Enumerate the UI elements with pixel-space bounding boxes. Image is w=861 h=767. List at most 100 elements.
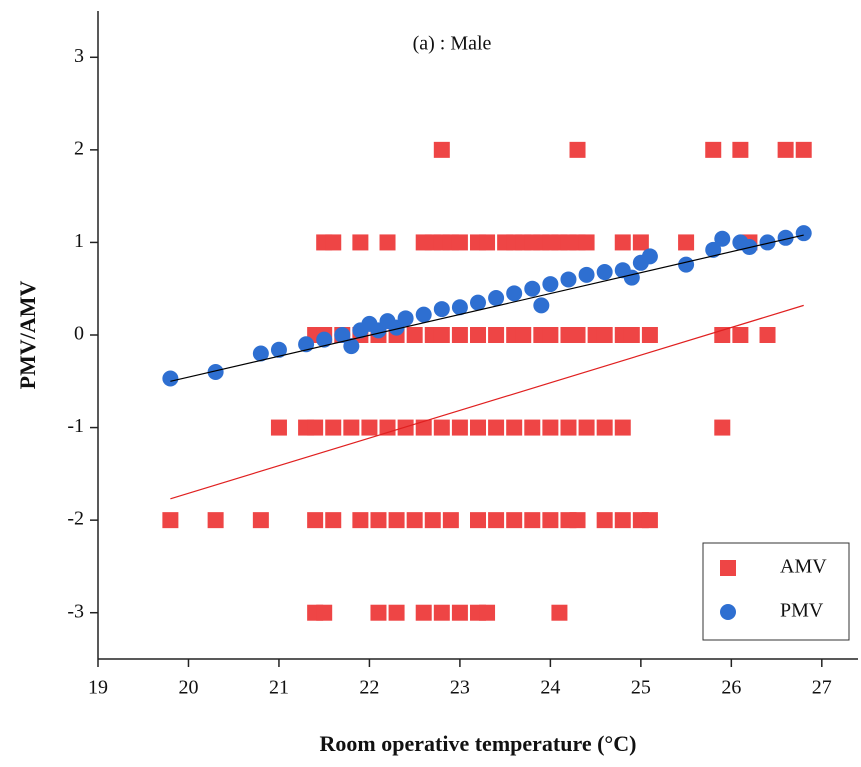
square-marker	[732, 327, 749, 343]
x-tick-label: 20	[178, 677, 198, 699]
circle-marker	[714, 230, 731, 247]
circle-marker	[488, 289, 505, 306]
circle-marker	[795, 225, 812, 242]
square-marker	[451, 327, 468, 343]
circle-marker	[578, 266, 595, 283]
y-tick-label: -1	[67, 415, 84, 437]
square-marker	[488, 327, 505, 343]
square-marker	[451, 419, 468, 436]
circle-marker	[334, 327, 351, 343]
square-marker	[795, 141, 812, 158]
circle-marker	[533, 297, 550, 314]
square-marker	[542, 512, 559, 529]
square-marker	[569, 512, 586, 529]
circle-marker	[641, 248, 658, 265]
legend-label: AMV	[780, 556, 827, 578]
square-marker	[433, 141, 450, 158]
legend-marker	[720, 560, 736, 576]
x-tick-label: 27	[812, 677, 832, 699]
square-marker	[759, 327, 776, 343]
square-marker	[451, 604, 468, 621]
square-marker	[524, 419, 541, 436]
square-marker	[325, 234, 342, 251]
circle-marker	[298, 336, 315, 353]
circle-marker	[560, 271, 577, 288]
x-tick-label: 26	[721, 677, 741, 699]
square-marker	[370, 512, 387, 529]
square-marker	[415, 419, 432, 436]
y-axis-title: PMV/AMV	[15, 281, 40, 390]
circle-marker	[207, 364, 224, 381]
square-marker	[714, 419, 731, 436]
square-marker	[560, 419, 577, 436]
square-marker	[433, 419, 450, 436]
square-marker	[415, 604, 432, 621]
square-marker	[596, 512, 613, 529]
circle-marker	[162, 370, 179, 387]
square-marker	[732, 141, 749, 158]
circle-marker	[252, 345, 269, 362]
square-marker	[614, 512, 631, 529]
square-marker	[352, 512, 369, 529]
circle-marker	[705, 241, 722, 258]
circle-marker	[777, 229, 794, 246]
trend-line	[170, 234, 804, 382]
square-marker	[470, 419, 486, 436]
square-marker	[578, 419, 595, 436]
square-marker	[506, 512, 523, 529]
circle-marker	[343, 338, 360, 355]
square-marker	[379, 234, 396, 251]
square-marker	[352, 234, 369, 251]
y-tick-label: -2	[67, 508, 84, 530]
square-marker	[596, 327, 613, 343]
square-marker	[424, 512, 441, 529]
square-marker	[470, 512, 486, 529]
square-marker	[488, 419, 505, 436]
y-tick-label: 1	[74, 230, 84, 252]
square-marker	[162, 512, 179, 529]
square-marker	[596, 419, 613, 436]
x-tick-label: 22	[359, 677, 379, 699]
circle-marker	[270, 341, 287, 358]
square-marker	[578, 234, 595, 251]
square-marker	[388, 512, 405, 529]
legend-box	[702, 542, 850, 641]
x-tick-label: 19	[88, 677, 108, 699]
circle-marker	[451, 299, 468, 316]
circle-marker	[470, 294, 486, 311]
square-marker	[632, 234, 649, 251]
square-marker	[252, 512, 269, 529]
square-marker	[307, 419, 324, 436]
square-marker	[678, 234, 695, 251]
x-tick-label: 21	[269, 677, 289, 699]
square-marker	[641, 512, 658, 529]
square-marker	[705, 141, 722, 158]
trend-line	[170, 304, 804, 500]
circle-marker	[506, 285, 523, 302]
circle-marker	[759, 234, 776, 251]
x-tick-label: 25	[631, 677, 651, 699]
square-marker	[569, 327, 586, 343]
circle-marker	[524, 280, 541, 297]
annotation: (a) : Male	[413, 33, 492, 55]
square-marker	[379, 419, 396, 436]
square-marker	[451, 234, 468, 251]
square-marker	[623, 327, 640, 343]
square-marker	[270, 419, 287, 436]
square-marker	[524, 512, 541, 529]
square-marker	[479, 234, 496, 251]
square-marker	[542, 419, 559, 436]
square-marker	[479, 604, 496, 621]
y-tick-label: 2	[74, 137, 84, 159]
square-marker	[370, 604, 387, 621]
square-marker	[433, 327, 450, 343]
y-tick-label: -3	[67, 600, 84, 622]
square-marker	[470, 327, 486, 343]
square-marker	[406, 512, 423, 529]
square-marker	[506, 419, 523, 436]
square-marker	[515, 327, 532, 343]
square-marker	[307, 512, 324, 529]
square-marker	[325, 419, 342, 436]
